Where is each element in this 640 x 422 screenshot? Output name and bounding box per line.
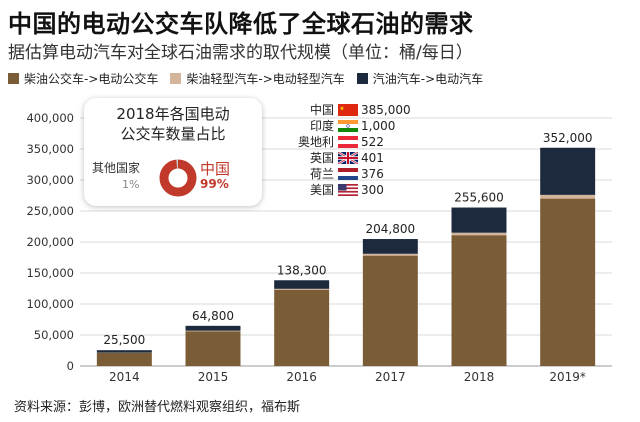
legend-item-bus: 柴油公交车->电动公交车	[8, 70, 158, 87]
bar-segment	[96, 352, 152, 366]
bar-segment	[540, 147, 596, 195]
country-name: 美国	[309, 183, 334, 197]
country-row-india: 印度 1,000	[298, 118, 420, 134]
country-row-usa: 美国 300	[298, 182, 420, 198]
country-value: 522	[361, 135, 384, 149]
bar-segment	[451, 235, 507, 366]
bar-segment	[185, 325, 241, 331]
inset-title-line1: 2018年各国电动	[116, 105, 230, 123]
y-tick-label: 250,000	[26, 204, 74, 218]
source-note: 资料来源：彭博，欧洲替代燃料观察组织，福布斯	[14, 400, 301, 415]
inset-title: 2018年各国电动 公交车数量占比	[84, 104, 262, 144]
x-tick-label: 2019*	[549, 370, 586, 384]
country-name: 印度	[309, 119, 334, 133]
india-flag-icon	[338, 120, 358, 132]
netherlands-flag-icon	[338, 168, 358, 180]
country-name: 奥地利	[297, 135, 334, 149]
chart-title: 中国的电动公交车队降低了全球石油的需求	[8, 10, 474, 38]
country-name: 中国	[309, 103, 334, 117]
y-tick-label: 150,000	[26, 266, 74, 280]
bar-segment	[540, 194, 596, 199]
legend-swatch-bus	[8, 73, 19, 84]
legend-swatch-light	[170, 73, 182, 84]
bar-segment	[96, 350, 152, 353]
legend-label-car: 汽油汽车->电动汽车	[372, 72, 484, 86]
bar-total-label: 64,800	[192, 309, 234, 323]
bar-segment	[362, 255, 418, 366]
bar-segment	[362, 239, 418, 254]
bar-segment	[185, 330, 241, 332]
x-tick-label: 2018	[464, 370, 495, 384]
y-tick-label: 50,000	[34, 328, 74, 342]
bar-segment	[274, 289, 330, 366]
country-name: 英国	[309, 151, 334, 165]
bar-segment	[362, 253, 418, 256]
legend-swatch-car	[356, 73, 368, 84]
uk-flag-icon	[338, 152, 358, 164]
china-pct: 99%	[200, 177, 229, 191]
other-countries-pct: 1%	[122, 178, 140, 191]
country-value: 300	[361, 183, 384, 197]
y-tick-label: 400,000	[26, 111, 74, 125]
country-row-austria: 奥地利 522	[298, 134, 420, 150]
legend-label-light: 柴油轻型汽车->电动轻型汽车	[186, 72, 345, 86]
country-value: 401	[361, 151, 384, 165]
x-tick-label: 2014	[109, 370, 140, 384]
usa-flag-icon	[338, 184, 358, 196]
y-tick-label: 350,000	[26, 142, 74, 156]
y-tick-label: 100,000	[26, 297, 74, 311]
bar-segment	[274, 280, 330, 289]
legend-item-car: 汽油汽车->电动汽车	[356, 70, 484, 87]
legend: 柴油公交车->电动公交车 柴油轻型汽车->电动轻型汽车 汽油汽车->电动汽车	[8, 70, 483, 87]
country-value: 1,000	[361, 119, 396, 133]
x-tick-label: 2015	[198, 370, 229, 384]
share-donut	[159, 159, 197, 197]
austria-flag-icon	[338, 136, 358, 148]
y-tick-label: 0	[67, 359, 74, 373]
bar-total-label: 138,300	[277, 263, 327, 277]
y-tick-label: 300,000	[26, 173, 74, 187]
legend-label-bus: 柴油公交车->电动公交车	[24, 72, 159, 86]
china-flag-icon	[338, 104, 358, 116]
chart-subtitle: 据估算电动汽车对全球石油需求的取代规模（单位：桶/每日）	[8, 43, 473, 63]
bar-segment	[540, 198, 596, 366]
legend-item-light: 柴油轻型汽车->电动轻型汽车	[170, 70, 345, 87]
bar-total-label: 352,000	[543, 131, 593, 145]
x-tick-label: 2017	[375, 370, 406, 384]
bar-segment	[185, 331, 241, 366]
country-row-uk: 英国 401	[298, 150, 420, 166]
other-countries-label: 其他国家	[92, 161, 141, 175]
country-value: 376	[361, 167, 384, 181]
inset-title-line2: 公交车数量占比	[120, 125, 226, 143]
country-name: 荷兰	[309, 167, 334, 181]
china-label: 中国	[200, 160, 231, 178]
country-value: 385,000	[361, 103, 411, 117]
bar-segment	[451, 232, 507, 236]
bar-segment	[274, 288, 330, 290]
bar-total-label: 255,600	[454, 191, 504, 205]
bar-segment	[451, 207, 507, 233]
bar-total-label: 204,800	[366, 222, 416, 236]
bar-total-label: 25,500	[103, 333, 145, 347]
inset-panel: 2018年各国电动 公交车数量占比 其他国家 1% 中国 99%	[84, 98, 262, 206]
country-row-netherlands: 荷兰 376	[298, 166, 420, 182]
country-row-china: 中国 385,000	[298, 102, 420, 118]
y-tick-label: 200,000	[26, 235, 74, 249]
country-table: 中国 385,000 印度 1,000 奥地利 522 英国 401 荷兰 37…	[298, 102, 420, 198]
x-tick-label: 2016	[286, 370, 317, 384]
